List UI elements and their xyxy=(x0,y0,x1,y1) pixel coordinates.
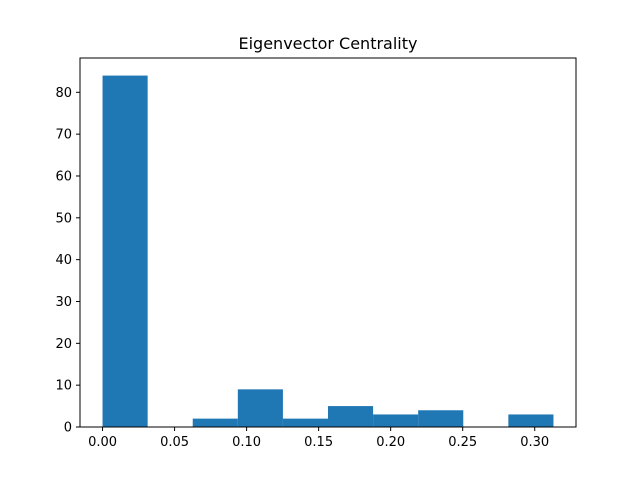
y-tick-label: 80 xyxy=(55,86,72,101)
x-tick-label: 0.05 xyxy=(160,435,189,450)
x-tick-label: 0.25 xyxy=(448,435,477,450)
histogram-bar xyxy=(373,414,419,427)
x-tick-label: 0.10 xyxy=(232,435,261,450)
histogram-bar xyxy=(418,410,464,427)
x-tick-label: 0.00 xyxy=(88,435,117,450)
histogram-bar xyxy=(508,414,554,427)
y-tick-label: 70 xyxy=(55,128,72,143)
x-tick-label: 0.30 xyxy=(520,435,549,450)
y-tick-label: 40 xyxy=(55,253,72,268)
histogram-bar xyxy=(237,389,283,427)
y-tick-label: 20 xyxy=(55,337,72,352)
histogram-bar xyxy=(328,406,374,427)
plot-area-frame xyxy=(79,57,577,428)
y-axis: 0 10 20 30 40 50 60 70 80 xyxy=(55,86,80,436)
histogram-bar xyxy=(282,418,328,427)
histogram-bar xyxy=(192,418,238,427)
histogram-bar xyxy=(102,75,148,428)
x-tick-label: 0.15 xyxy=(304,435,333,450)
y-tick-label: 0 xyxy=(64,421,72,436)
chart-title: Eigenvector Centrality xyxy=(239,34,418,53)
x-tick-label: 0.20 xyxy=(376,435,405,450)
y-tick-label: 10 xyxy=(55,379,72,394)
y-tick-label: 60 xyxy=(55,169,72,184)
y-tick-label: 50 xyxy=(55,211,72,226)
bars-group xyxy=(102,75,554,428)
y-tick-label: 30 xyxy=(55,295,72,310)
x-axis: 0.00 0.05 0.10 0.15 0.20 0.25 0.30 xyxy=(88,427,549,450)
